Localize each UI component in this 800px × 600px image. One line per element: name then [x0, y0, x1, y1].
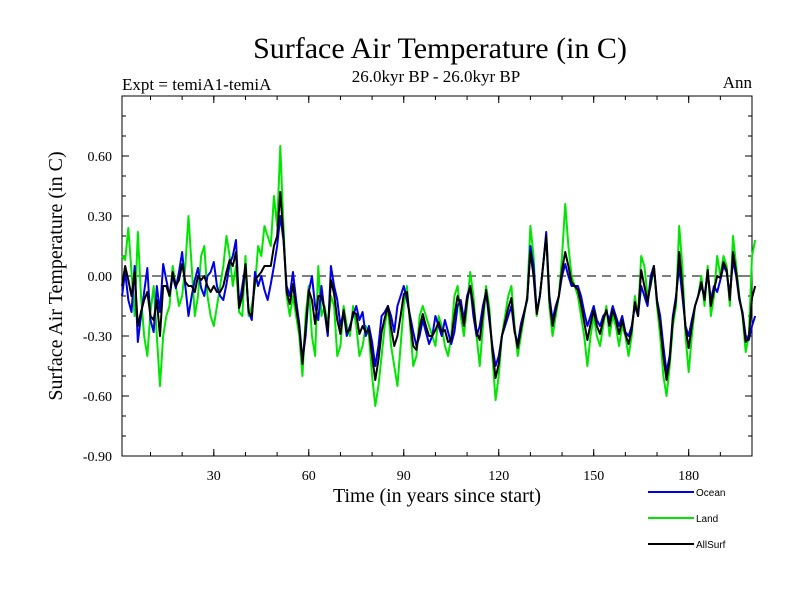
y-tick-label: 0.30 [88, 210, 113, 225]
y-tick-label: -0.30 [83, 330, 112, 345]
legend-label-allsurf: AllSurf [696, 540, 726, 551]
y-tick-label: -0.60 [83, 390, 112, 405]
x-axis: 30 60 90 120 150 180 [149, 96, 721, 484]
x-tick-label: 120 [488, 469, 509, 484]
legend-label-land: Land [696, 514, 718, 525]
x-tick-label: 150 [583, 469, 604, 484]
y-tick-label: 0.60 [88, 150, 113, 165]
experiment-label: Expt = temiA1-temiA [122, 75, 272, 94]
chart-title: Surface Air Temperature (in C) [253, 32, 627, 65]
x-tick-label: 30 [207, 469, 221, 484]
x-tick-label: 90 [397, 469, 411, 484]
chart-subtitle: 26.0kyr BP - 26.0kyr BP [352, 67, 520, 86]
x-tick-label: 60 [302, 469, 316, 484]
series-layer [121, 145, 757, 407]
legend-label-ocean: Ocean [696, 488, 725, 499]
x-axis-label: Time (in years since start) [333, 485, 541, 507]
y-axis-label: Surface Air Temperature (in C) [45, 151, 67, 400]
x-tick-label: 180 [678, 469, 699, 484]
legend: Ocean Land AllSurf [648, 488, 726, 551]
series-line-allsurf [121, 191, 757, 381]
season-label: Ann [723, 73, 753, 92]
y-tick-label: 0.00 [88, 270, 113, 285]
y-tick-label: -0.90 [83, 450, 112, 465]
